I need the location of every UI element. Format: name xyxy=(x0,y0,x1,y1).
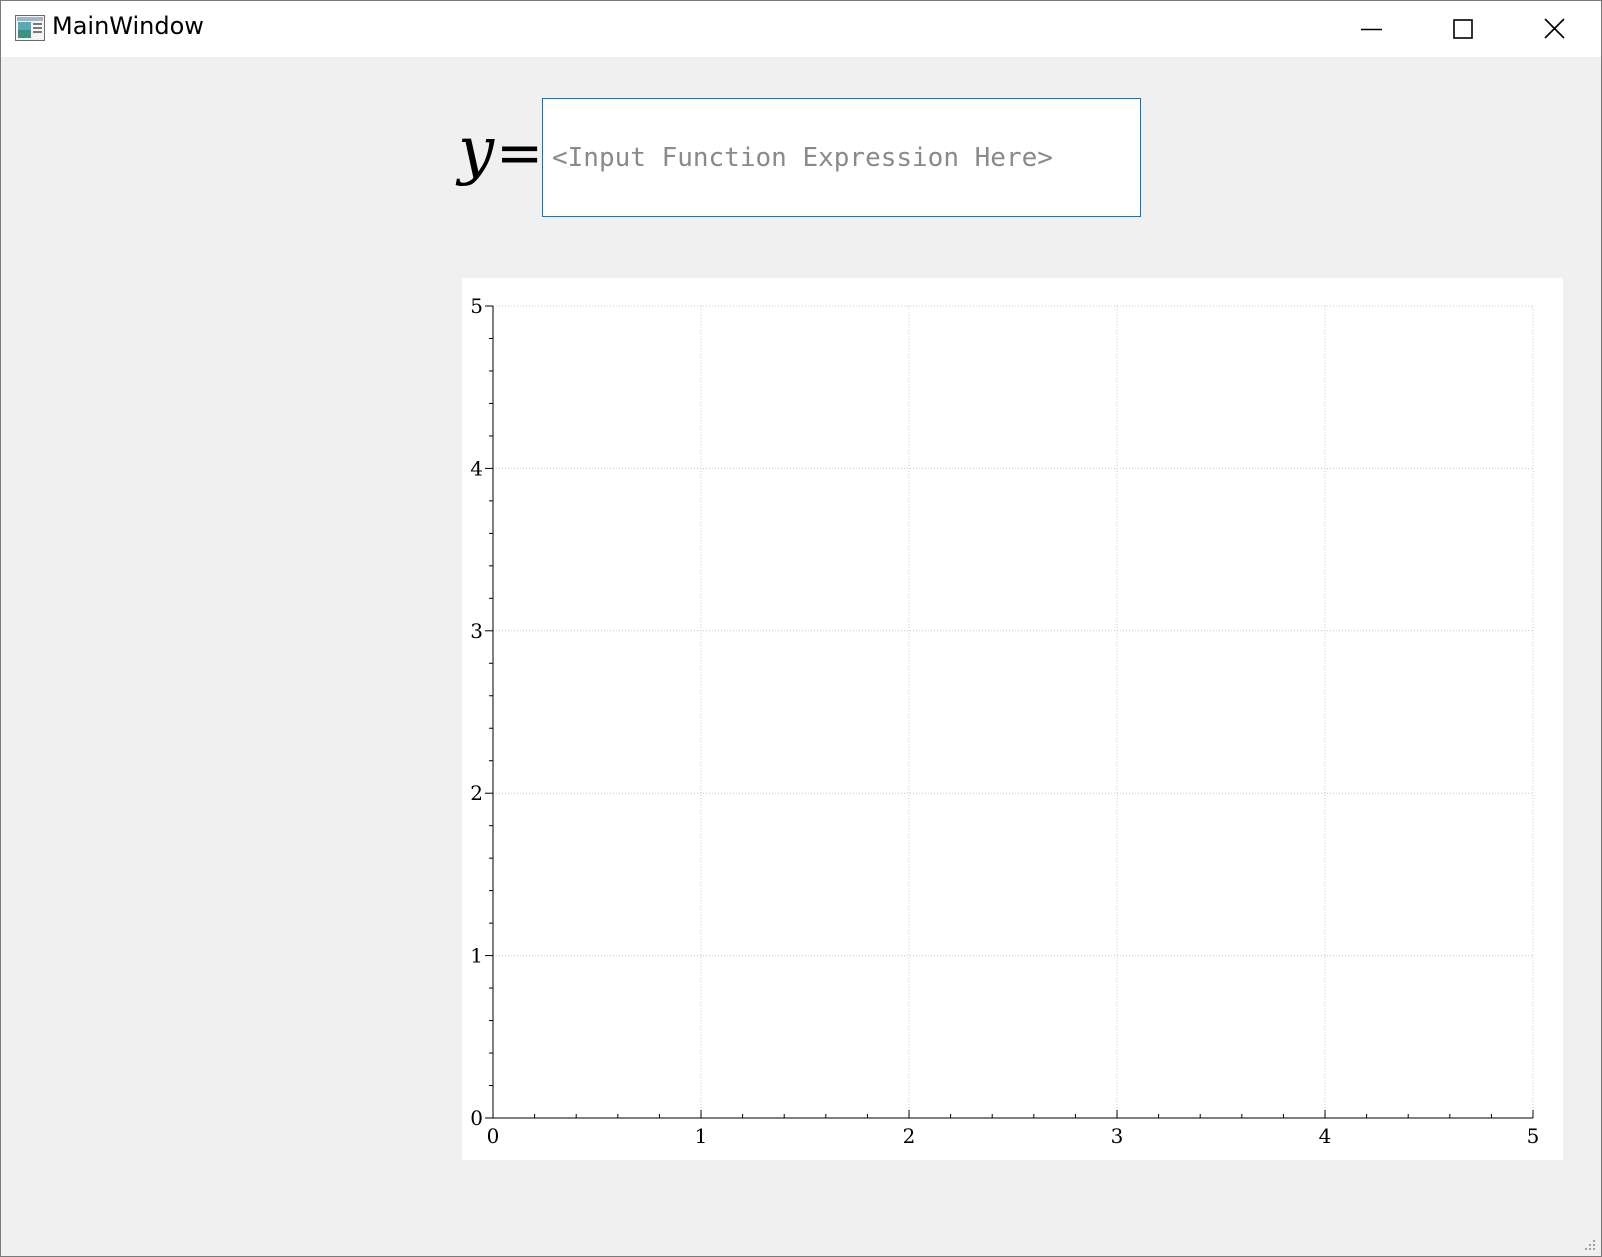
x-tick-label: 5 xyxy=(1527,1124,1540,1148)
y-tick-label: 0 xyxy=(470,1106,483,1130)
minimize-icon xyxy=(1361,28,1382,31)
plot-area[interactable]: 0 1 2 3 4 5 0 1 2 3 4 5 xyxy=(462,278,1563,1160)
x-tick-label: 4 xyxy=(1319,1124,1332,1148)
x-tick-label: 1 xyxy=(695,1124,708,1148)
x-tick-label: 0 xyxy=(487,1124,500,1148)
function-label-equals: = xyxy=(496,121,544,186)
function-label: y= xyxy=(458,119,543,186)
y-tick-label: 3 xyxy=(470,619,483,643)
maximize-icon xyxy=(1453,19,1473,39)
y-tick-label: 4 xyxy=(470,456,483,480)
maximize-button[interactable] xyxy=(1417,1,1509,57)
window-title: MainWindow xyxy=(52,12,204,40)
close-button[interactable] xyxy=(1509,1,1601,57)
y-tick-label: 2 xyxy=(470,781,483,805)
x-tick-label: 2 xyxy=(903,1124,916,1148)
y-tick-label: 5 xyxy=(470,294,483,318)
app-window-icon xyxy=(15,15,45,41)
title-bar[interactable]: MainWindow xyxy=(1,1,1601,57)
function-expression-input[interactable] xyxy=(542,98,1141,217)
close-icon xyxy=(1544,18,1565,39)
x-tick-label: 3 xyxy=(1111,1124,1124,1148)
resize-grip-icon[interactable] xyxy=(1583,1238,1597,1252)
y-tick-label: 1 xyxy=(470,944,483,968)
function-plot: 0 1 2 3 4 5 0 1 2 3 4 5 xyxy=(470,294,1540,1148)
function-label-variable: y xyxy=(458,114,495,188)
minimize-button[interactable] xyxy=(1325,1,1417,57)
